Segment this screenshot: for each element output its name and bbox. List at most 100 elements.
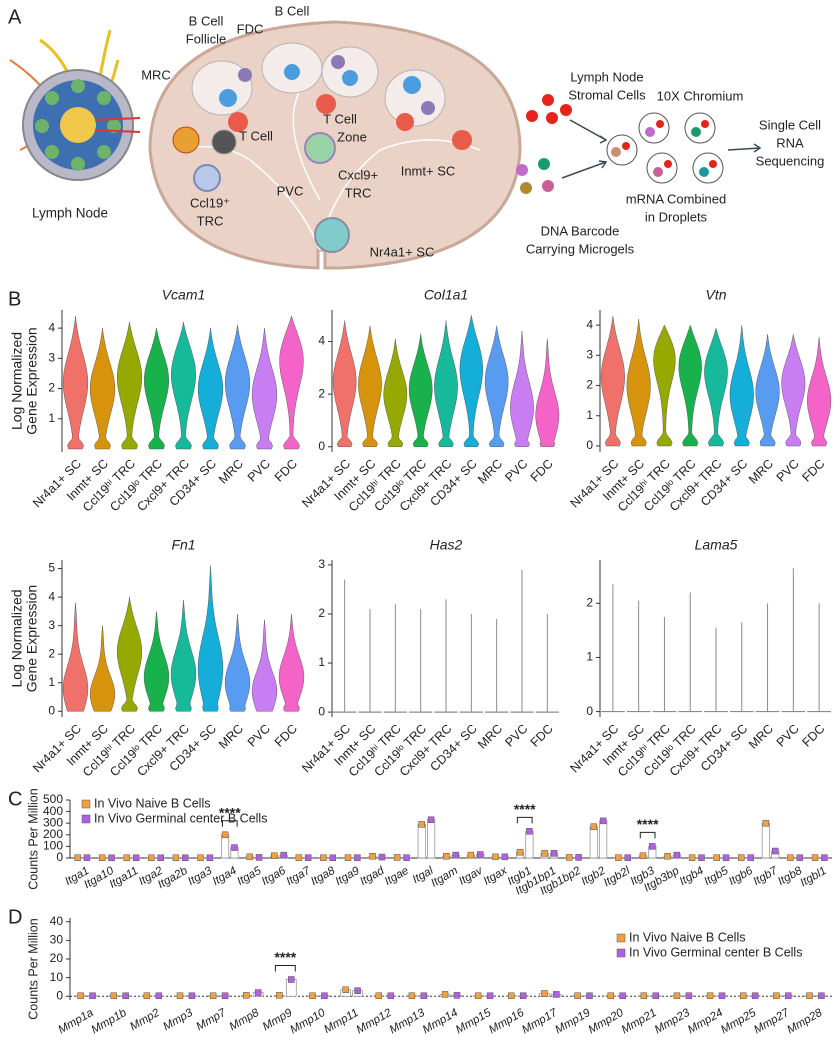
legend-swatch <box>616 948 626 958</box>
y-tick-label: 1 <box>318 655 325 669</box>
bar-point <box>751 992 759 999</box>
bar-point <box>354 987 361 994</box>
x-tick-label: PVC <box>245 457 273 485</box>
x-tick-label: Itgbl1 <box>798 865 828 889</box>
y-tick-label: 500 <box>43 792 63 806</box>
x-tick-label: PVC <box>774 457 802 485</box>
legend-label: In Vivo Germinal center B Cells <box>94 811 267 825</box>
bar-point <box>453 992 461 999</box>
x-tick-label: Mmp1b <box>89 1007 129 1037</box>
chart-title: Lama5 <box>695 537 738 553</box>
bar-point <box>508 992 515 999</box>
diagram-label: PVC <box>277 183 304 198</box>
annotation: **** <box>274 949 296 965</box>
bar-point <box>148 854 155 862</box>
panel-label: B <box>8 288 21 310</box>
diagram-label: T Cell <box>239 128 273 143</box>
diagram-label: B Cell <box>275 3 310 18</box>
bar-point <box>796 854 804 861</box>
legend-swatch <box>81 814 91 824</box>
violin <box>278 614 305 712</box>
x-tick-label: Itgb8 <box>776 865 805 888</box>
diagram-label: Single Cell <box>759 117 821 132</box>
bar-point <box>624 854 632 861</box>
panel-label: C <box>8 788 22 810</box>
bar-point <box>74 854 81 861</box>
x-tick-label: Mmp24 <box>686 1007 725 1037</box>
chart-title: Has2 <box>430 537 463 553</box>
x-tick-label: Mmp19 <box>553 1007 593 1037</box>
bar-point <box>501 853 509 861</box>
diagram-label: MRC <box>141 67 171 82</box>
bar-point <box>209 992 217 999</box>
bar-point <box>467 851 475 859</box>
violin <box>729 325 754 447</box>
bar-point <box>369 853 376 860</box>
violin <box>434 320 458 447</box>
bar <box>220 834 230 859</box>
panel-a-diagram: A Lymph Node B Cell Fo <box>8 3 824 270</box>
violin <box>332 320 357 447</box>
bar-point <box>242 992 250 999</box>
diagram-label: Follicle <box>186 31 226 46</box>
bar-point <box>342 986 349 993</box>
x-tick-label: Itgax <box>482 864 511 887</box>
bar-point <box>309 992 316 999</box>
bar-point <box>123 854 131 862</box>
violin <box>535 338 560 447</box>
violin <box>251 619 278 712</box>
violin <box>62 602 89 712</box>
bar-point <box>157 854 164 862</box>
bar-point <box>77 992 84 999</box>
bar-point <box>747 854 754 861</box>
bar-point <box>280 851 287 859</box>
x-tick-label: MRC <box>746 722 776 752</box>
y-tick-label: 2 <box>48 646 55 660</box>
y-tick-label: 0 <box>586 704 593 718</box>
diagram-label: TRC <box>345 185 372 200</box>
significance-bracket <box>516 816 533 824</box>
x-tick-label: Itga11 <box>108 865 141 891</box>
x-tick-label: Itgb6 <box>727 865 756 888</box>
violin <box>755 334 780 447</box>
diagram-label: DNA Barcode <box>541 223 620 238</box>
bar-point <box>550 850 558 857</box>
bar-point <box>818 992 825 999</box>
x-tick-label: Itgb4 <box>678 865 706 888</box>
diagram-label: Carrying Microgels <box>526 241 635 256</box>
bar-point <box>565 854 573 861</box>
violin <box>225 325 250 450</box>
diagram-label: B Cell <box>189 13 224 28</box>
y-axis-label: Gene Expression <box>24 327 40 434</box>
bar-point <box>182 854 189 862</box>
y-tick-label: 5 <box>48 561 55 575</box>
x-tick-label: Itgam <box>429 865 460 890</box>
x-tick-label: Mmp27 <box>752 1007 792 1037</box>
x-tick-label: Mmp11 <box>322 1007 360 1036</box>
diagram-label: in Droplets <box>645 209 708 224</box>
bar-point <box>295 854 303 861</box>
annotation: **** <box>514 801 536 817</box>
bar-point <box>713 854 720 861</box>
diagram-label: RNA <box>776 135 804 150</box>
diagram-label: FDC <box>237 21 264 36</box>
x-tick-label: Itga5 <box>235 865 264 888</box>
legend-label: In Vivo Naive B Cells <box>629 930 746 944</box>
violin <box>117 322 142 450</box>
bar-point <box>231 844 238 851</box>
x-tick-label: PVC <box>502 457 530 485</box>
y-tick-label: 2 <box>318 386 325 400</box>
x-tick-label: Itga6 <box>260 865 289 888</box>
violin <box>279 315 304 450</box>
legend-swatch <box>616 933 626 943</box>
bar-point <box>143 992 151 999</box>
y-tick-label: 0 <box>56 988 63 1002</box>
bar-point <box>649 843 656 850</box>
y-tick-label: 4 <box>48 589 55 603</box>
bar <box>599 820 608 859</box>
x-tick-label: FDC <box>528 722 556 750</box>
bar-point <box>122 992 129 999</box>
bar-point <box>574 992 581 999</box>
diagram-label: Cxcl9+ <box>338 167 378 182</box>
violin <box>197 328 224 450</box>
